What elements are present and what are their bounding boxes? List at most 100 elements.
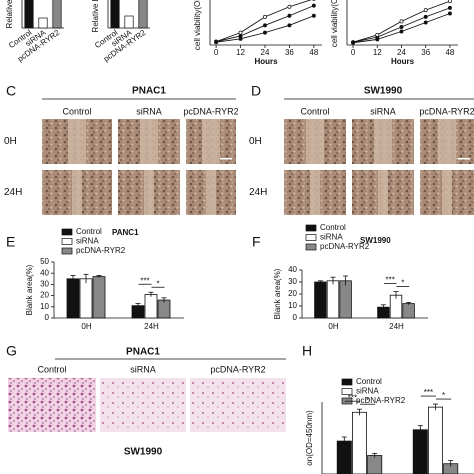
significance-label: * [401, 279, 404, 288]
significance-label: *** [140, 276, 149, 285]
x-tick-label: 0 [214, 48, 219, 57]
panel-title: PNAC1 [132, 86, 166, 97]
legend-label: pcDNA-RYR2 [76, 246, 126, 255]
y-tick-label: 20 [288, 289, 297, 298]
bar [138, 0, 148, 29]
point [447, 11, 452, 16]
wound-gap [202, 119, 220, 164]
column-label: Control [300, 106, 329, 116]
point [423, 20, 428, 25]
error-bar [317, 280, 323, 284]
bar [110, 0, 120, 29]
bar [336, 440, 352, 474]
bar [66, 278, 80, 319]
point [399, 19, 404, 24]
significance-label: * [366, 396, 369, 405]
error-bar [372, 453, 378, 458]
error-bar [433, 403, 438, 411]
wound-gap [438, 119, 456, 164]
error-bar [161, 297, 167, 303]
panel-letter: D [251, 83, 261, 99]
point [311, 3, 316, 8]
significance-label: *** [386, 276, 395, 285]
series-line [215, 0, 312, 43]
row-label: 24H [4, 187, 22, 198]
error-bar [135, 303, 141, 308]
bar [157, 299, 171, 319]
y-axis-label: Blank area(%) [273, 268, 282, 319]
column-label: pcDNA-RYR2 [183, 106, 238, 116]
bar [79, 278, 93, 319]
micrograph [8, 378, 96, 432]
point [423, 8, 428, 13]
bar [402, 303, 415, 319]
panel-letter: H [302, 343, 312, 359]
error-bar [343, 275, 349, 286]
wound-gap [374, 119, 392, 164]
significance-label: * [156, 279, 159, 288]
point [447, 5, 452, 10]
legend-label: pcDNA-RYR2 [320, 242, 370, 251]
point [263, 14, 267, 19]
legend-label: Control [320, 223, 346, 232]
legend-swatch [341, 388, 353, 395]
y-axis-label: on(OD=450nm) [305, 410, 314, 466]
x-tick-label: 36 [421, 48, 430, 57]
column-label: Control [62, 106, 91, 116]
column-label: siRNA [370, 106, 396, 116]
error-bar [380, 304, 386, 310]
chart-title: PANC1 [112, 228, 139, 237]
y-axis-label: cell viability(O [330, 0, 339, 47]
error-bar [70, 275, 76, 283]
point [375, 37, 380, 42]
error-bar [393, 291, 399, 299]
error-bar [96, 275, 102, 278]
significance-label: *** [348, 393, 357, 402]
scale-bar [458, 158, 470, 160]
bar [144, 294, 158, 319]
bar [314, 281, 327, 319]
legend-swatch [61, 247, 73, 255]
bar [24, 0, 34, 29]
column-label: pcDNA-RYR2 [210, 364, 265, 374]
point [287, 13, 292, 18]
y-tick-label: 30 [288, 277, 297, 286]
panel-subtitle: SW1990 [124, 447, 163, 458]
legend-swatch [305, 243, 317, 251]
column-label: Control [37, 364, 66, 374]
error-bar [341, 436, 347, 446]
bar [38, 17, 48, 29]
chart-title: SW1990 [360, 236, 391, 245]
wound-gap [206, 170, 216, 215]
point [311, 13, 316, 18]
bar [367, 455, 383, 474]
point [263, 23, 267, 28]
y-tick-label: 40 [288, 265, 297, 274]
legend-label: siRNA [356, 387, 379, 396]
wound-gap [140, 119, 158, 164]
legend-label: pcDNA-RYR2 [356, 396, 406, 405]
point [287, 23, 292, 28]
error-bar [83, 273, 89, 284]
wound-gap [68, 119, 86, 164]
point [238, 36, 243, 41]
bar [412, 429, 428, 474]
legend-label: Control [76, 227, 102, 236]
legend-swatch [61, 238, 73, 245]
x-tick-label: 12 [373, 48, 382, 57]
legend-swatch [305, 224, 317, 232]
point [399, 25, 404, 29]
bar [326, 280, 340, 319]
y-axis-label: Relative [5, 0, 14, 28]
column-label: siRNA [130, 364, 156, 374]
row-label: 0H [249, 136, 262, 147]
wound-gap [442, 170, 452, 215]
x-tick-label: 24 [261, 48, 270, 57]
scale-bar [220, 158, 232, 160]
y-tick-label: 50 [40, 257, 49, 266]
bar [339, 280, 352, 319]
x-tick-label: 24H [144, 322, 159, 331]
y-tick-label: 0 [293, 313, 298, 322]
panel-title: PNAC1 [126, 347, 160, 358]
